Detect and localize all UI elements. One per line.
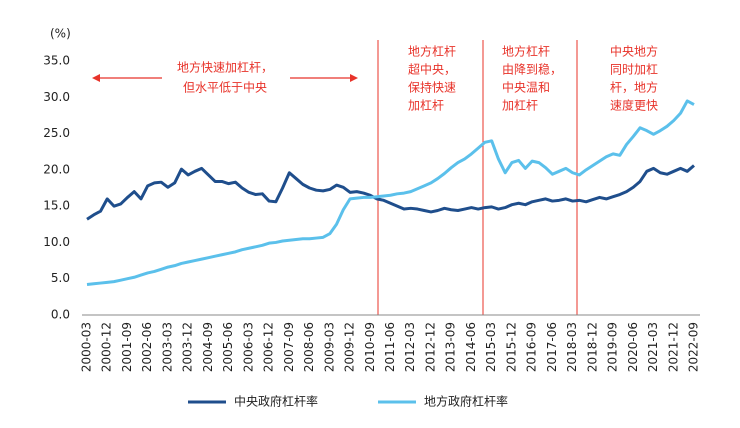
x-tick-label: 2001-09 xyxy=(120,322,134,372)
annotation: 速度更快 xyxy=(610,98,658,113)
y-tick-label: 0.0 xyxy=(51,308,70,322)
y-tick-label: 25.0 xyxy=(43,126,70,140)
annotation: 杆，地方 xyxy=(610,80,658,95)
annotation: 地方杠杆 xyxy=(502,44,550,59)
y-tick-label: 35.0 xyxy=(43,54,70,68)
y-axis-label: (%) xyxy=(50,27,71,41)
x-tick-label: 2021-03 xyxy=(646,322,660,372)
annotation: 地方快速加杠杆， xyxy=(177,60,273,75)
x-tick-label: 2020-06 xyxy=(626,322,640,372)
line-series xyxy=(86,164,695,221)
x-tick-label: 2006-12 xyxy=(262,322,276,372)
x-tick-label: 2004-09 xyxy=(201,322,215,372)
legend-label: 地方政府杠杆率 xyxy=(424,394,508,409)
annotation: 同时加杠 xyxy=(610,62,658,77)
x-tick-label: 2010-09 xyxy=(363,322,377,372)
x-tick-label: 2003-12 xyxy=(181,322,195,372)
x-tick-label: 2014-06 xyxy=(464,322,478,372)
annotation: 地方杠杆 xyxy=(408,44,456,59)
x-tick-label: 2009-03 xyxy=(322,322,336,372)
annotation: 中央温和 xyxy=(502,80,550,95)
x-tick-label: 2015-12 xyxy=(504,322,518,372)
x-tick-label: 2006-03 xyxy=(241,322,255,372)
arrow-head xyxy=(92,74,100,82)
x-tick-label: 2013-09 xyxy=(444,322,458,372)
x-tick-label: 2007-09 xyxy=(282,322,296,372)
x-tick-label: 2009-12 xyxy=(343,322,357,372)
x-tick-label: 2000-03 xyxy=(80,322,94,372)
x-tick-label: 2000-12 xyxy=(100,322,114,372)
x-tick-label: 2021-12 xyxy=(666,322,680,372)
annotation: 但水平低于中央 xyxy=(183,80,267,95)
x-tick-label: 2005-06 xyxy=(221,322,235,372)
x-tick-label: 2016-09 xyxy=(525,322,539,372)
x-tick-label: 2003-03 xyxy=(160,322,174,372)
annotation: 中央地方 xyxy=(610,44,658,59)
x-tick-label: 2002-06 xyxy=(140,322,154,372)
x-tick-label: 2019-09 xyxy=(606,322,620,372)
arrow-head xyxy=(350,74,358,82)
x-tick-label: 2012-03 xyxy=(403,322,417,372)
x-tick-label: 2018-03 xyxy=(565,322,579,372)
legend-label: 中央政府杠杆率 xyxy=(234,394,318,409)
annotation: 加杠杆 xyxy=(408,98,444,113)
x-tick-label: 2012-12 xyxy=(423,322,437,372)
y-tick-label: 30.0 xyxy=(43,90,70,104)
x-tick-label: 2018-12 xyxy=(585,322,599,372)
x-tick-label: 2011-06 xyxy=(383,322,397,372)
x-tick-label: 2017-06 xyxy=(545,322,559,372)
x-tick-label: 2015-03 xyxy=(484,322,498,372)
annotation-markers xyxy=(92,40,578,315)
annotation: 由降到稳， xyxy=(502,62,562,77)
annotation: 超中央， xyxy=(408,62,456,77)
x-tick-label: 2008-06 xyxy=(302,322,316,372)
line-series xyxy=(86,99,695,287)
y-tick-label: 20.0 xyxy=(43,162,70,176)
y-tick-label: 15.0 xyxy=(43,199,70,213)
x-tick-label: 2022-09 xyxy=(687,322,701,372)
y-tick-label: 5.0 xyxy=(51,271,70,285)
y-tick-label: 10.0 xyxy=(43,235,70,249)
annotation: 保持快速 xyxy=(408,80,456,95)
annotation: 加杠杆 xyxy=(502,98,538,113)
